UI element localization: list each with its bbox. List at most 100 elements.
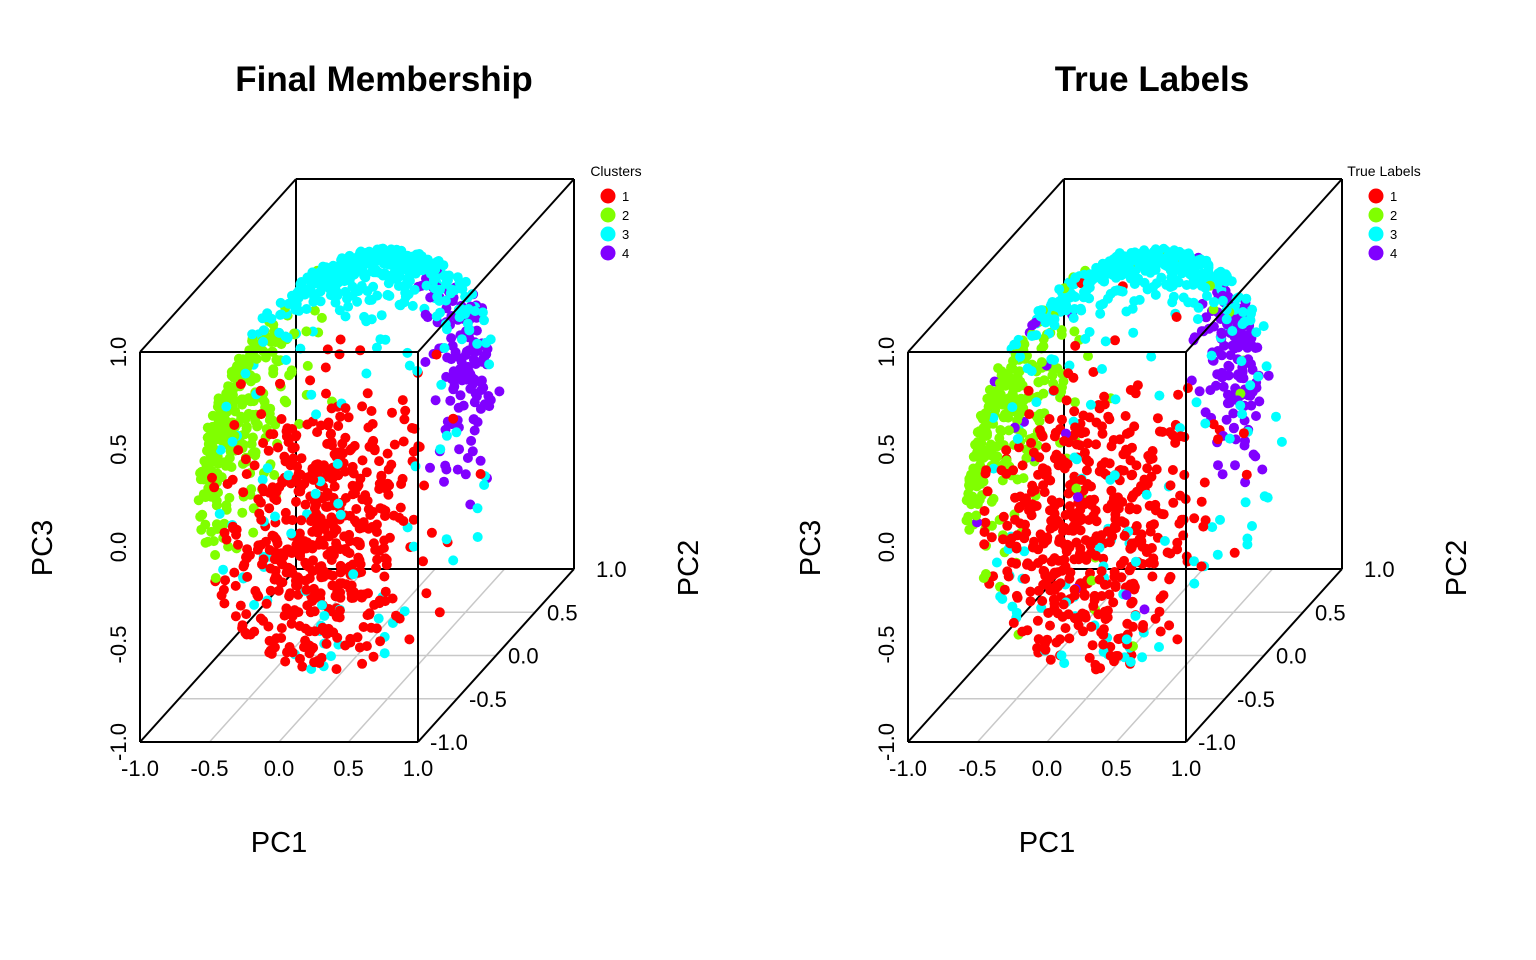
scatter-point — [1071, 483, 1082, 494]
scatter-point — [1008, 465, 1019, 476]
scatter-point — [1215, 514, 1225, 525]
scatter-point — [1154, 390, 1165, 401]
scatter-point — [368, 281, 379, 292]
scatter-point — [1060, 561, 1071, 572]
scatter-point — [362, 495, 373, 506]
scatter-point — [209, 482, 220, 493]
scatter-point — [218, 584, 229, 595]
scatter-point — [1065, 292, 1076, 303]
scatter-point — [408, 541, 419, 552]
scatter-point — [1001, 445, 1012, 456]
scatter-point — [326, 651, 336, 662]
front-box-edges — [139, 178, 575, 742]
scatter-point — [299, 478, 310, 489]
scatter-point — [1130, 610, 1141, 621]
scatter-point — [343, 412, 354, 423]
scatter-point — [253, 494, 264, 505]
scatter-point — [231, 529, 242, 540]
scatter-point — [1124, 271, 1135, 281]
scatter-point — [319, 610, 330, 621]
scatter-point — [351, 536, 362, 547]
scatter-point — [235, 379, 246, 390]
chart-panel-true-labels: True Labels -1.0 -0.5 0.0 0.5 1.0 -1.0 -… — [795, 60, 1473, 859]
scatter-point — [1216, 328, 1227, 339]
scatter-point — [994, 440, 1004, 451]
scatter-point — [237, 399, 248, 410]
scatter-point — [1076, 305, 1087, 316]
scatter-point — [420, 357, 431, 367]
scatter-point — [361, 247, 372, 258]
scatter-point — [311, 590, 322, 601]
y-tick-label: -0.5 — [469, 687, 507, 712]
scatter-point — [307, 540, 318, 551]
scatter-point — [1026, 486, 1037, 497]
scatter-point — [1025, 586, 1036, 597]
scatter-point — [275, 378, 285, 389]
scatter-point — [1144, 258, 1155, 269]
scatter-point — [258, 554, 269, 565]
scatter-point — [291, 496, 301, 507]
scatter-point — [986, 532, 997, 543]
y-tick-label: -0.5 — [1237, 687, 1275, 712]
scatter-point — [435, 307, 445, 318]
scatter-point — [293, 607, 304, 618]
scatter-point — [248, 527, 259, 538]
scatter-point — [1128, 327, 1139, 338]
scatter-point — [455, 390, 466, 401]
scatter-point — [1108, 597, 1119, 608]
legend-item: 3 — [600, 226, 629, 242]
scatter-point — [1126, 598, 1137, 609]
scatter-point — [1031, 397, 1042, 408]
scatter-point — [404, 634, 415, 645]
scatter-point — [1084, 652, 1095, 663]
scatter-point — [217, 422, 228, 433]
scatter-point — [239, 429, 250, 440]
scatter-point — [988, 463, 999, 474]
scatter-point — [264, 545, 275, 555]
scatter-point — [335, 567, 346, 578]
scatter-point — [265, 403, 276, 414]
scatter-point — [1015, 351, 1026, 362]
scatter-point — [1039, 566, 1050, 577]
scatter-point — [1212, 369, 1223, 380]
scatter-point — [288, 453, 299, 464]
scatter-point — [1022, 363, 1033, 374]
scatter-point — [1033, 585, 1044, 596]
scatter-point — [1148, 282, 1159, 292]
z-axis-label: PC3 — [27, 520, 59, 576]
scatter-point — [1022, 558, 1033, 569]
scatter-point — [1231, 293, 1242, 304]
scatter-point — [301, 326, 312, 337]
z-tick-label: 0.0 — [106, 532, 131, 563]
legend-label: 1 — [1390, 189, 1397, 204]
legend-swatch — [600, 226, 616, 242]
x-tick-labels: -1.0 -0.5 0.0 0.5 1.0 — [121, 756, 433, 781]
scatter-point — [241, 609, 252, 620]
scatter-point — [326, 437, 337, 447]
scatter-point — [296, 453, 307, 464]
scatter-point — [1090, 659, 1101, 670]
scatter-point — [460, 291, 471, 302]
scatter-point — [426, 527, 437, 538]
scatter-point — [264, 487, 275, 498]
scatter-point — [460, 469, 471, 480]
scatter-point — [230, 364, 241, 374]
scatter-point — [354, 642, 365, 653]
z-tick-labels: -1.0 -0.5 0.0 0.5 1.0 — [874, 337, 899, 761]
scatter-point — [355, 345, 366, 356]
scatter-point — [317, 493, 328, 504]
scatter-points — [193, 243, 505, 675]
scatter-point — [316, 652, 327, 663]
scatter-point — [294, 419, 305, 429]
scatter-point — [1242, 533, 1253, 544]
scatter-point — [321, 388, 331, 399]
scatter-point — [1089, 273, 1100, 284]
scatter-point — [1139, 474, 1150, 485]
scatter-point — [223, 381, 234, 392]
scatter-point — [340, 311, 351, 322]
scatter-point — [454, 444, 465, 455]
scatter-point — [1139, 604, 1150, 615]
scatter-point — [221, 534, 232, 545]
z-tick-label: -1.0 — [106, 723, 131, 761]
scatter-point — [1119, 530, 1130, 541]
